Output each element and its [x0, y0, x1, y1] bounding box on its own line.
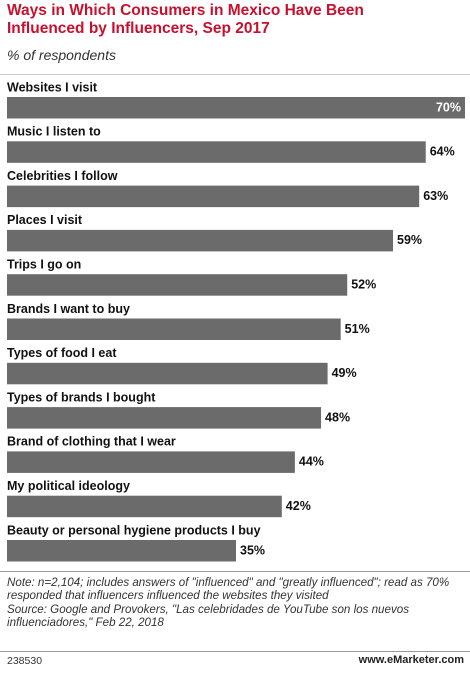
value-label: 59%	[397, 233, 422, 247]
bar	[7, 229, 394, 252]
bar	[7, 318, 341, 340]
bar	[7, 97, 465, 119]
category-label: Brands I want to buy	[7, 302, 130, 316]
bar	[7, 495, 282, 518]
source: Source: Google and Provokers, "Las celeb…	[7, 602, 409, 629]
value-label: 35%	[240, 543, 265, 557]
chart-subtitle: % of respondents	[7, 47, 116, 63]
value-label: 48%	[325, 410, 350, 424]
note: Note: n=2,104; includes answers of "infl…	[7, 576, 450, 603]
chart-title: Ways in Which Consumers in Mexico Have B…	[7, 2, 364, 37]
value-label: 52%	[351, 277, 376, 291]
category-label: Music I listen to	[7, 125, 101, 139]
category-label: Types of brands I bought	[7, 390, 156, 404]
category-label: Trips I go on	[7, 257, 81, 271]
bar	[7, 185, 420, 208]
category-label: Beauty or personal hygiene products I bu…	[7, 523, 261, 537]
category-label: Celebrities I follow	[7, 169, 118, 183]
value-label: 49%	[332, 366, 357, 380]
value-label: 63%	[423, 189, 448, 203]
value-label: 42%	[286, 499, 311, 513]
brand: www.eMarketer.com	[358, 654, 464, 666]
value-label: 64%	[430, 145, 455, 159]
category-label: Types of food I eat	[7, 346, 117, 360]
category-label: Brand of clothing that I wear	[7, 435, 176, 449]
chart-id: 238530	[7, 655, 43, 667]
category-label: Websites I visit	[7, 80, 98, 94]
bar	[7, 540, 236, 562]
category-label: Places I visit	[7, 213, 83, 227]
notes: Note: n=2,104; includes answers of "infl…	[7, 576, 465, 629]
bar	[7, 451, 295, 473]
bar	[7, 362, 328, 385]
bar	[7, 407, 322, 429]
category-label: My political ideology	[7, 479, 130, 493]
bar	[7, 141, 426, 163]
value-label: 44%	[299, 455, 324, 469]
bar	[7, 274, 348, 296]
value-label: 70%	[436, 100, 461, 114]
value-label: 51%	[345, 322, 370, 336]
